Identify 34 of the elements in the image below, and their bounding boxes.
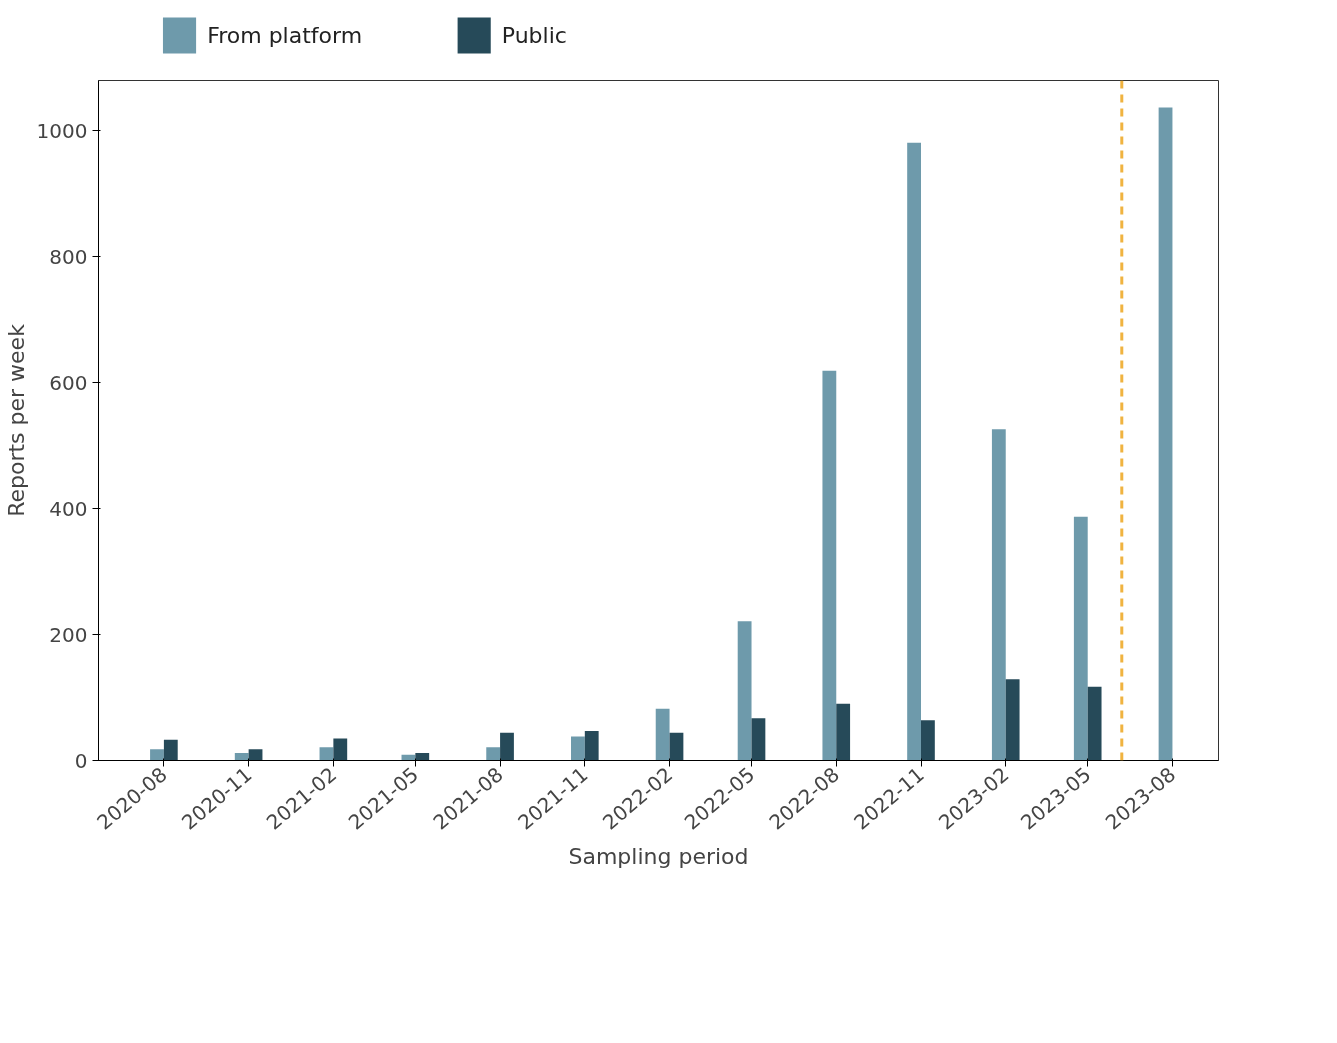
bar [150,749,164,761]
bar [486,747,501,761]
y-axis-title: Reports per week [3,323,29,517]
y-tick-label: 600 [49,370,88,395]
bar [584,730,599,761]
bar [822,370,837,761]
bar [669,732,684,761]
bar [319,747,334,761]
bar [1005,679,1020,761]
legend-label: Public [501,23,567,48]
bar [907,142,921,761]
x-axis-title: Sampling period [568,844,749,870]
bar [991,429,1006,761]
y-tick-label: 200 [49,622,88,647]
bar [234,752,249,761]
bar [333,738,348,761]
bar [500,732,514,761]
bar [655,708,670,761]
bar [248,749,263,761]
bar [1087,686,1102,761]
y-tick-label: 1000 [36,118,88,143]
bar [921,720,935,761]
legend-label: From platform [207,23,363,48]
bar [737,621,752,761]
bar [571,736,585,761]
y-tick-label: 800 [49,244,88,269]
bar [163,739,178,761]
bar [1158,107,1173,761]
bar [415,752,430,761]
bar [751,718,766,761]
y-tick-label: 400 [49,496,88,521]
bar [1073,516,1088,761]
bar [836,703,851,761]
y-tick-label: 0 [74,748,88,773]
